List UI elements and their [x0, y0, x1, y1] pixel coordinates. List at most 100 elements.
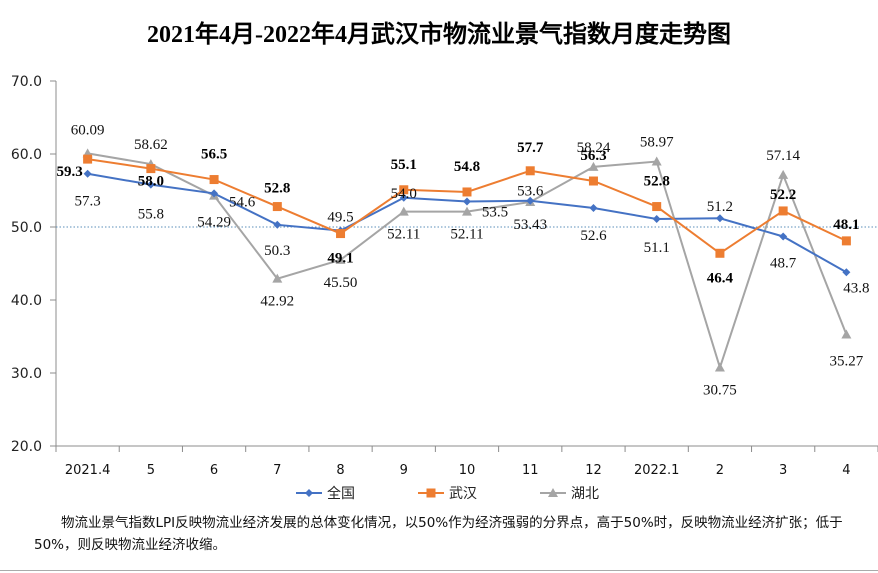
data-point	[83, 154, 93, 164]
chart-title: 2021年4月-2022年4月武汉市物流业景气指数月度走势图	[147, 22, 731, 48]
data-label: 58.62	[134, 137, 168, 153]
x-tick-label: 12	[585, 463, 602, 478]
data-point	[652, 214, 661, 223]
data-label: 48.1	[833, 217, 859, 233]
data-point	[399, 185, 409, 195]
legend-item: 武汉	[418, 486, 477, 502]
series-square	[83, 154, 851, 258]
data-label: 52.8	[264, 181, 290, 197]
data-label: 53.6	[517, 184, 544, 200]
bottom-divider	[0, 570, 878, 571]
data-point	[335, 254, 346, 264]
data-point	[462, 206, 472, 216]
x-tick-label: 6	[210, 463, 218, 478]
series-triangle	[82, 148, 852, 372]
y-tick-label: 50.0	[11, 220, 42, 236]
data-label: 52.11	[387, 227, 420, 243]
data-point	[778, 206, 788, 216]
data-point	[272, 202, 282, 212]
data-label: 52.11	[450, 227, 483, 243]
data-label: 53.5	[482, 204, 508, 220]
data-point	[779, 232, 788, 241]
y-tick-label: 70.0	[11, 74, 42, 90]
data-point	[715, 214, 724, 223]
data-point	[715, 248, 725, 258]
x-tick-label: 2022.1	[634, 463, 680, 478]
data-label: 45.50	[324, 275, 358, 291]
x-tick-label: 9	[400, 463, 408, 478]
axes: 20.0 30.0 40.0 50.0 60.0 70.0 2021.4 5 6 7 8 9 10 11 1…	[11, 74, 878, 478]
legend-marker	[305, 489, 313, 497]
data-point	[273, 220, 282, 229]
data-label: 58.0	[138, 174, 164, 190]
data-point	[588, 161, 599, 171]
data-label: 52.6	[580, 228, 607, 244]
legend: 全国 武汉 湖北	[296, 485, 599, 502]
legend-item: 全国	[296, 485, 355, 502]
data-label: 52.8	[644, 174, 670, 190]
data-label: 54.0	[391, 186, 417, 202]
data-point	[399, 193, 408, 202]
data-label: 52.2	[770, 187, 796, 203]
legend-label: 湖北	[571, 486, 599, 502]
data-label: 42.92	[260, 294, 294, 310]
x-tick-label: 2021.4	[65, 463, 111, 478]
data-label: 46.4	[707, 270, 734, 286]
data-label: 57.7	[517, 140, 544, 156]
data-point	[651, 156, 662, 166]
y-tick-label: 60.0	[11, 147, 42, 163]
data-label: 51.2	[707, 199, 733, 215]
data-label: 48.7	[770, 255, 797, 271]
x-tick-label: 10	[459, 463, 476, 478]
data-point	[842, 268, 851, 277]
x-tick-label: 7	[273, 463, 281, 478]
data-point	[714, 362, 725, 372]
data-label: 43.8	[843, 280, 869, 296]
data-point	[210, 189, 219, 198]
data-label: 49.1	[327, 251, 353, 267]
data-label: 53.43	[513, 217, 547, 233]
x-tick-label: 4	[842, 463, 850, 478]
data-point	[526, 196, 535, 205]
x-tick-label: 2	[716, 463, 724, 478]
data-point	[463, 197, 471, 206]
data-label: 49.5	[327, 210, 353, 226]
data-point	[778, 169, 789, 179]
data-labels: 60.09 58.62 54.29 42.92 45.50 52.11 52.11 53.43…	[56, 122, 869, 398]
data-point	[146, 180, 155, 189]
legend-marker	[426, 488, 436, 498]
x-tick-label: 11	[522, 463, 539, 478]
legend-item: 湖北	[540, 486, 599, 502]
data-point	[525, 166, 535, 176]
data-label: 35.27	[830, 354, 864, 370]
chart-note: 物流业景气指数LPI反映物流业经济发展的总体变化情况，以50%作为经济强弱的分界…	[34, 515, 843, 553]
data-point	[589, 204, 598, 213]
data-label: 54.6	[229, 194, 256, 210]
data-label: 56.3	[580, 148, 606, 164]
data-label: 56.5	[201, 147, 227, 163]
data-point	[146, 164, 156, 174]
data-label: 57.3	[74, 194, 100, 210]
data-point	[588, 176, 598, 186]
data-label: 59.3	[56, 164, 82, 180]
data-label: 55.8	[138, 207, 164, 223]
legend-label: 全国	[327, 485, 355, 502]
legend-marker	[548, 488, 558, 497]
data-label: 54.8	[454, 159, 480, 175]
data-point	[841, 236, 851, 246]
series-diamond	[83, 169, 851, 277]
x-tick-label: 5	[147, 463, 155, 478]
data-label: 58.24	[577, 140, 611, 156]
series-lines	[82, 148, 852, 372]
data-label: 58.97	[640, 135, 674, 151]
data-point	[398, 206, 409, 216]
data-label: 30.75	[703, 383, 737, 399]
y-tick-label: 20.0	[11, 439, 42, 455]
x-tick-label: 3	[779, 463, 787, 478]
data-point	[336, 229, 346, 239]
y-tick-label: 30.0	[11, 366, 42, 382]
data-label: 51.1	[644, 240, 670, 256]
data-point	[841, 329, 852, 339]
series-line	[87, 152, 848, 371]
